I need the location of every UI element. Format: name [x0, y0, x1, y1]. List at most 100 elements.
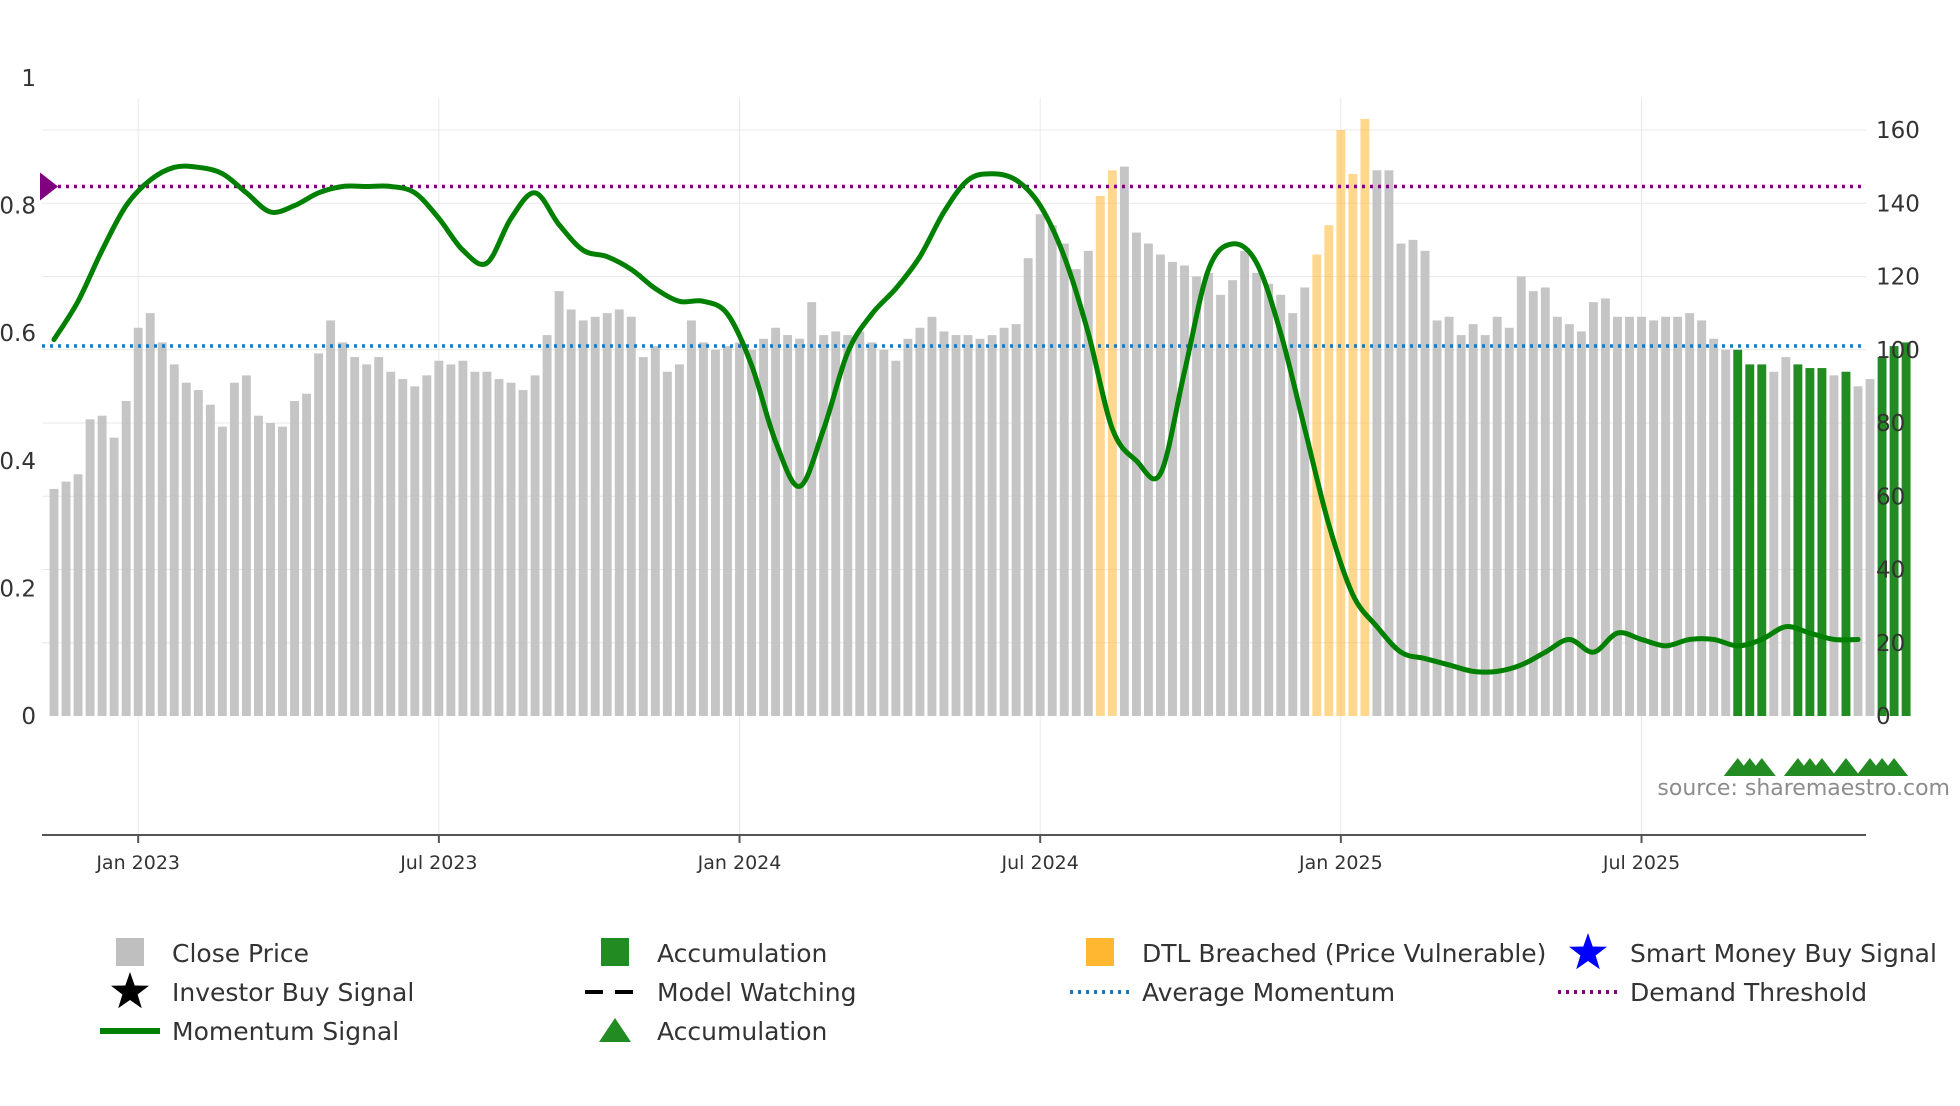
close-price-bar [891, 360, 901, 716]
close-price-bar [241, 375, 251, 716]
accumulation-bar [1841, 371, 1851, 716]
momentum-series [51, 163, 1861, 675]
x-axis-tick-label: Jul 2025 [1602, 852, 1680, 874]
close-price-bar [338, 342, 348, 716]
close-price-bar [1769, 371, 1779, 716]
x-axis-tick-label: Jan 2025 [1298, 852, 1383, 874]
source-note: source: sharemaestro.com [1657, 776, 1950, 801]
right-axis-tick-label: 40 [1876, 558, 1905, 584]
close-price-bar [662, 371, 672, 716]
close-price-bar [290, 401, 299, 716]
legend-star-icon [1569, 933, 1607, 970]
close-price-bar [254, 415, 263, 716]
close-price-bar [1047, 225, 1057, 716]
close-price-bar [1781, 357, 1791, 716]
legend-label: Model Watching [657, 978, 857, 1007]
close-price-bar [578, 320, 588, 716]
legend-label: Accumulation [657, 939, 827, 968]
legend-item-smart-money: Smart Money Buy Signal [1569, 933, 1937, 970]
x-axis-tick-label: Jan 2024 [697, 852, 782, 874]
axes: 0 0.2 0.4 0.6 0.8 1 0 20 40 60 80 100 120 140 160 Jan 2… [0, 66, 1920, 874]
bar-series [49, 119, 1911, 717]
close-price-bar [1083, 250, 1093, 717]
close-price-bar [638, 357, 648, 716]
close-price-bar [1228, 280, 1238, 716]
close-price-bar [229, 382, 239, 716]
close-price-bar [1649, 320, 1658, 716]
close-price-bar [602, 313, 612, 716]
close-price-bar [193, 390, 203, 716]
close-price-bar [1613, 316, 1622, 716]
accumulation-triangle [1747, 758, 1776, 776]
close-price-bar [999, 327, 1009, 716]
close-price-bar [410, 386, 420, 716]
close-price-bar [1432, 320, 1442, 716]
dtl-breached-bar [1336, 130, 1346, 716]
dtl-breached-bar [1348, 173, 1358, 716]
close-price-bar [879, 349, 889, 716]
close-price-bar [1300, 287, 1310, 716]
close-price-bar [1216, 294, 1226, 716]
close-price-bar [915, 327, 925, 716]
legend-item-accumulation-bar: Accumulation [601, 938, 827, 968]
close-price-bar [145, 313, 155, 716]
close-price-bar [1576, 331, 1586, 716]
close-price-bar [446, 364, 456, 716]
close-price-bar [1011, 324, 1021, 716]
close-price-bar [987, 335, 997, 716]
legend-item-investor: Investor Buy Signal [111, 972, 414, 1009]
close-price-bar [1276, 294, 1286, 716]
left-axis-tick-label: 0.4 [0, 449, 36, 475]
close-price-bar [314, 353, 324, 716]
close-price-bar [1035, 214, 1045, 717]
close-price-bar [326, 320, 336, 716]
right-axis-tick-label: 60 [1876, 484, 1905, 510]
x-axis-tick-label: Jul 2024 [1001, 852, 1079, 874]
legend-triangle-icon [599, 1018, 631, 1042]
accumulation-bar [1793, 364, 1803, 716]
close-price-bar [278, 426, 287, 716]
close-price-bar [1156, 254, 1165, 716]
accumulation-bar [1745, 364, 1755, 716]
close-price-bar [1661, 316, 1671, 716]
accumulation-triangle [1831, 758, 1860, 776]
right-axis-tick-label: 100 [1876, 338, 1920, 364]
legend-item-accumulation-marker: Accumulation [599, 1017, 827, 1046]
accumulation-triangle [1880, 758, 1909, 776]
close-price-bar [1600, 298, 1610, 716]
accumulation-bar [1889, 346, 1899, 716]
demand-threshold-marker [40, 172, 58, 201]
close-price-bar [1853, 386, 1863, 716]
accumulation-triangle [1807, 758, 1836, 776]
close-price-bar [1673, 316, 1683, 716]
close-price-bar [1252, 272, 1262, 716]
close-price-bar [61, 481, 71, 716]
close-price-bar [530, 375, 540, 716]
close-price-bar [398, 379, 408, 716]
close-price-bar [205, 404, 215, 716]
legend-item-model-watching: Model Watching [585, 978, 857, 1007]
close-price-bar [590, 316, 600, 716]
close-price-bar [1240, 250, 1250, 717]
close-price-bar [266, 423, 275, 716]
left-axis-tick-label: 0.6 [0, 321, 36, 347]
close-price-bar [1071, 269, 1081, 716]
close-price-bar [1168, 261, 1177, 716]
legend-label: Demand Threshold [1630, 978, 1867, 1007]
close-price-bar [1420, 250, 1430, 717]
close-price-bar [1480, 335, 1490, 716]
close-price-bar [217, 426, 227, 716]
right-axis-tick-label: 120 [1876, 265, 1920, 291]
close-price-bar [482, 371, 492, 716]
close-price-bar [542, 335, 552, 716]
legend-label: Average Momentum [1142, 978, 1395, 1007]
close-price-bar [963, 335, 973, 716]
close-price-bar [1516, 276, 1526, 716]
close-price-bar [386, 371, 396, 716]
accumulation-bar [1901, 342, 1911, 716]
left-axis-tick-label: 1 [21, 66, 36, 92]
close-price-bar [1119, 166, 1129, 716]
close-price-bar [1588, 302, 1598, 716]
x-axis-tick-label: Jan 2023 [95, 852, 180, 874]
right-axis-tick-label: 80 [1876, 411, 1905, 437]
